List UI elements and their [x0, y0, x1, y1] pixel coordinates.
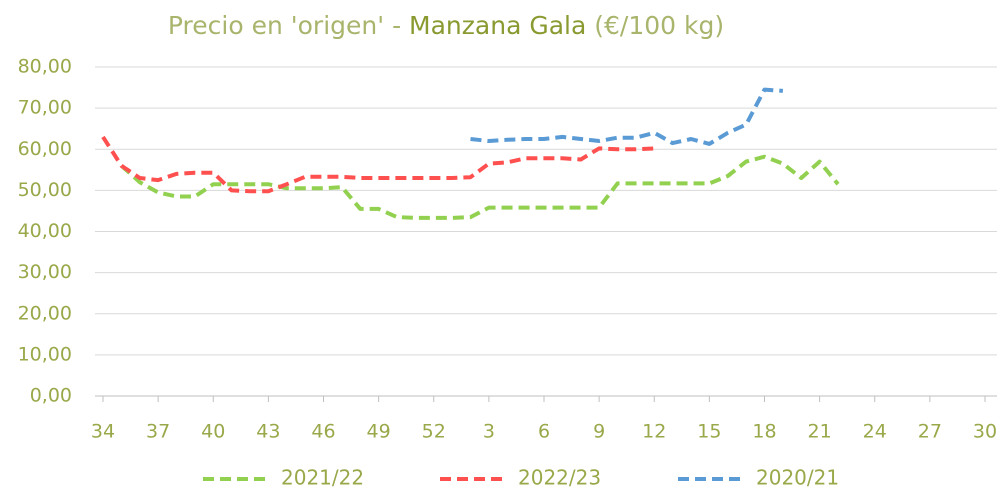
series-line — [470, 87, 784, 146]
x-tick-label: 52 — [422, 421, 446, 443]
title-part: Manzana Gala — [409, 11, 586, 40]
x-tick-label: 49 — [367, 421, 391, 443]
y-tick-label: 70,00 — [18, 97, 72, 119]
x-tick-label: 27 — [918, 421, 942, 443]
title-part: (€/100 kg) — [586, 11, 724, 40]
y-tick-label: 20,00 — [18, 302, 72, 324]
x-tick-label: 40 — [201, 421, 225, 443]
x-tick-label: 37 — [146, 421, 170, 443]
legend-label: 2020/21 — [756, 466, 839, 490]
y-tick-label: 50,00 — [18, 179, 72, 201]
series-line — [101, 135, 655, 194]
x-tick-label: 21 — [808, 421, 832, 443]
x-tick-label: 30 — [973, 421, 997, 443]
x-tick-label: 24 — [863, 421, 887, 443]
y-tick-label: 40,00 — [18, 220, 72, 242]
y-tick-label: 60,00 — [18, 138, 72, 160]
x-tick-label: 12 — [642, 421, 666, 443]
x-tick-label: 9 — [593, 421, 605, 443]
legend-label: 2021/22 — [281, 466, 364, 490]
x-tick-label: 3 — [483, 421, 495, 443]
y-tick-label: 10,00 — [18, 343, 72, 365]
x-tick-label: 6 — [538, 421, 550, 443]
x-tick-label: 15 — [697, 421, 721, 443]
series-line — [120, 154, 840, 220]
y-tick-label: 80,00 — [18, 56, 72, 78]
x-tick-label: 46 — [311, 421, 335, 443]
legend-label: 2022/23 — [518, 466, 601, 490]
x-tick-label: 34 — [91, 421, 115, 443]
x-tick-label: 18 — [752, 421, 776, 443]
title-part: Precio en 'origen' - — [168, 11, 409, 40]
chart-title: Precio en 'origen' - Manzana Gala (€/100… — [168, 11, 724, 40]
x-tick-label: 43 — [256, 421, 280, 443]
y-tick-label: 30,00 — [18, 261, 72, 283]
y-tick-label: 0,00 — [30, 385, 72, 407]
